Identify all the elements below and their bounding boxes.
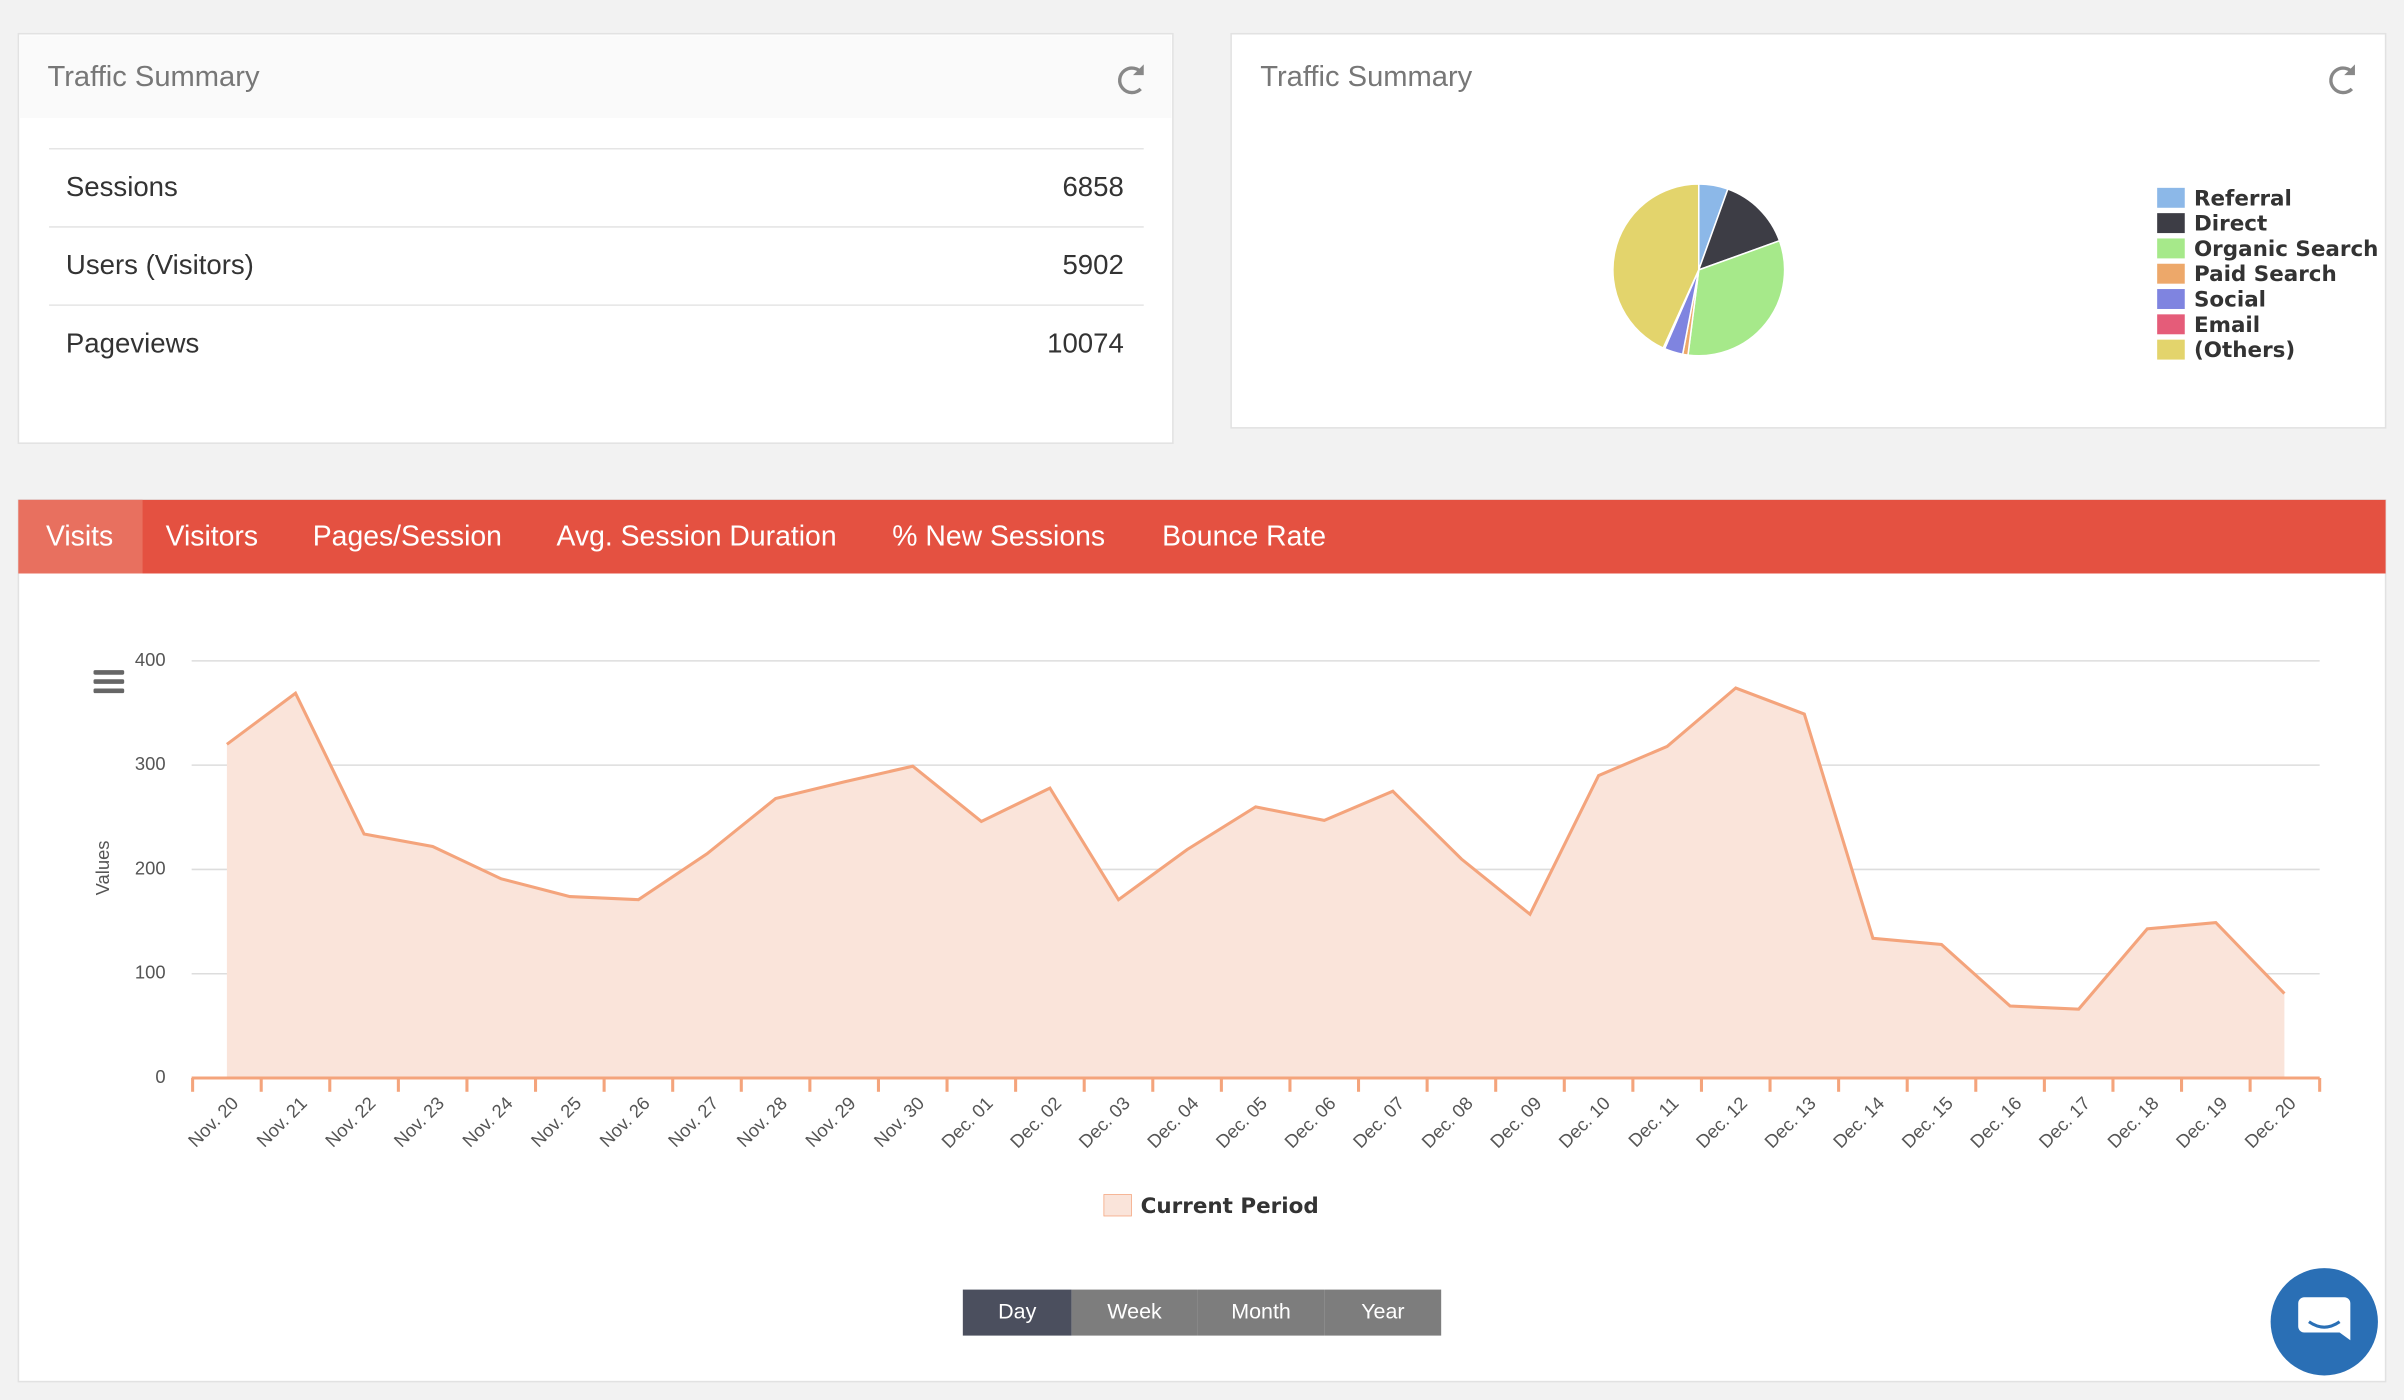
range-button[interactable]: [1324, 1289, 1442, 1336]
tab[interactable]: Bounce Rate: [1162, 521, 1326, 553]
legend-swatch: [2157, 238, 2185, 259]
y-tick-label: 0: [155, 1066, 165, 1087]
legend-swatch: [2157, 314, 2185, 335]
panel-title: Traffic Summary: [1260, 61, 1472, 93]
active-tab[interactable]: [18, 499, 143, 574]
range-label[interactable]: Week: [1107, 1299, 1162, 1323]
legend-label: Current Period: [1141, 1194, 1319, 1219]
legend-swatch: [2157, 263, 2185, 284]
legend-label: Referral: [2194, 186, 2292, 211]
legend-label: Direct: [2194, 212, 2267, 237]
panel-title: Traffic Summary: [48, 61, 260, 93]
pie-panel: [1230, 32, 2387, 429]
row-label: Pageviews: [66, 327, 199, 358]
row-value: 5902: [1062, 249, 1123, 280]
y-tick-label: 200: [135, 857, 166, 878]
y-tick-label: 300: [135, 753, 166, 774]
menu-icon[interactable]: [93, 670, 125, 694]
legend-swatch: [2157, 289, 2185, 309]
legend-swatch: [2157, 187, 2185, 208]
range-button[interactable]: [962, 1289, 1072, 1336]
row-label: Sessions: [66, 171, 178, 202]
legend-swatch: [2157, 339, 2185, 360]
chat-button[interactable]: [2270, 1268, 2378, 1376]
tabs: Visits Visitors Pages/Session Avg. Session …: [46, 521, 1326, 553]
tab[interactable]: Visits: [46, 521, 113, 553]
row-value: 10074: [1047, 327, 1124, 358]
legend-label: Social: [2194, 288, 2266, 313]
legend-label: Email: [2194, 313, 2260, 338]
tab[interactable]: Pages/Session: [313, 521, 502, 553]
area-fill: [226, 688, 2285, 1078]
y-tick-label: 400: [135, 649, 166, 670]
range-label[interactable]: Day: [998, 1299, 1036, 1323]
pie-slice: [1687, 239, 1786, 357]
range-button[interactable]: [1197, 1289, 1325, 1336]
range-label[interactable]: Year: [1361, 1299, 1404, 1323]
legend-label: (Others): [2194, 338, 2295, 363]
y-axis-title: Values: [92, 840, 113, 895]
range-buttons: Day Week Month Year: [962, 1289, 1442, 1336]
range-label[interactable]: Month: [1231, 1299, 1291, 1323]
range-button[interactable]: [1071, 1289, 1198, 1336]
row-value: 6858: [1062, 171, 1123, 202]
tab[interactable]: Visitors: [166, 521, 258, 553]
legend-swatch: [2157, 213, 2185, 234]
legend-label: Organic Search: [2194, 237, 2379, 262]
pie-slice: [1697, 188, 1781, 272]
y-tick-label: 100: [135, 962, 166, 983]
legend-swatch: [1103, 1194, 1132, 1217]
tab[interactable]: % New Sessions: [892, 521, 1105, 553]
tab[interactable]: Avg. Session Duration: [557, 521, 837, 553]
legend-label: Paid Search: [2194, 262, 2337, 287]
panel-header: [19, 35, 1172, 119]
tab-bar: [18, 499, 2386, 574]
pie-slice: [1612, 183, 1700, 350]
row-label: Users (Visitors): [66, 249, 254, 280]
area-line: [225, 686, 2286, 1011]
